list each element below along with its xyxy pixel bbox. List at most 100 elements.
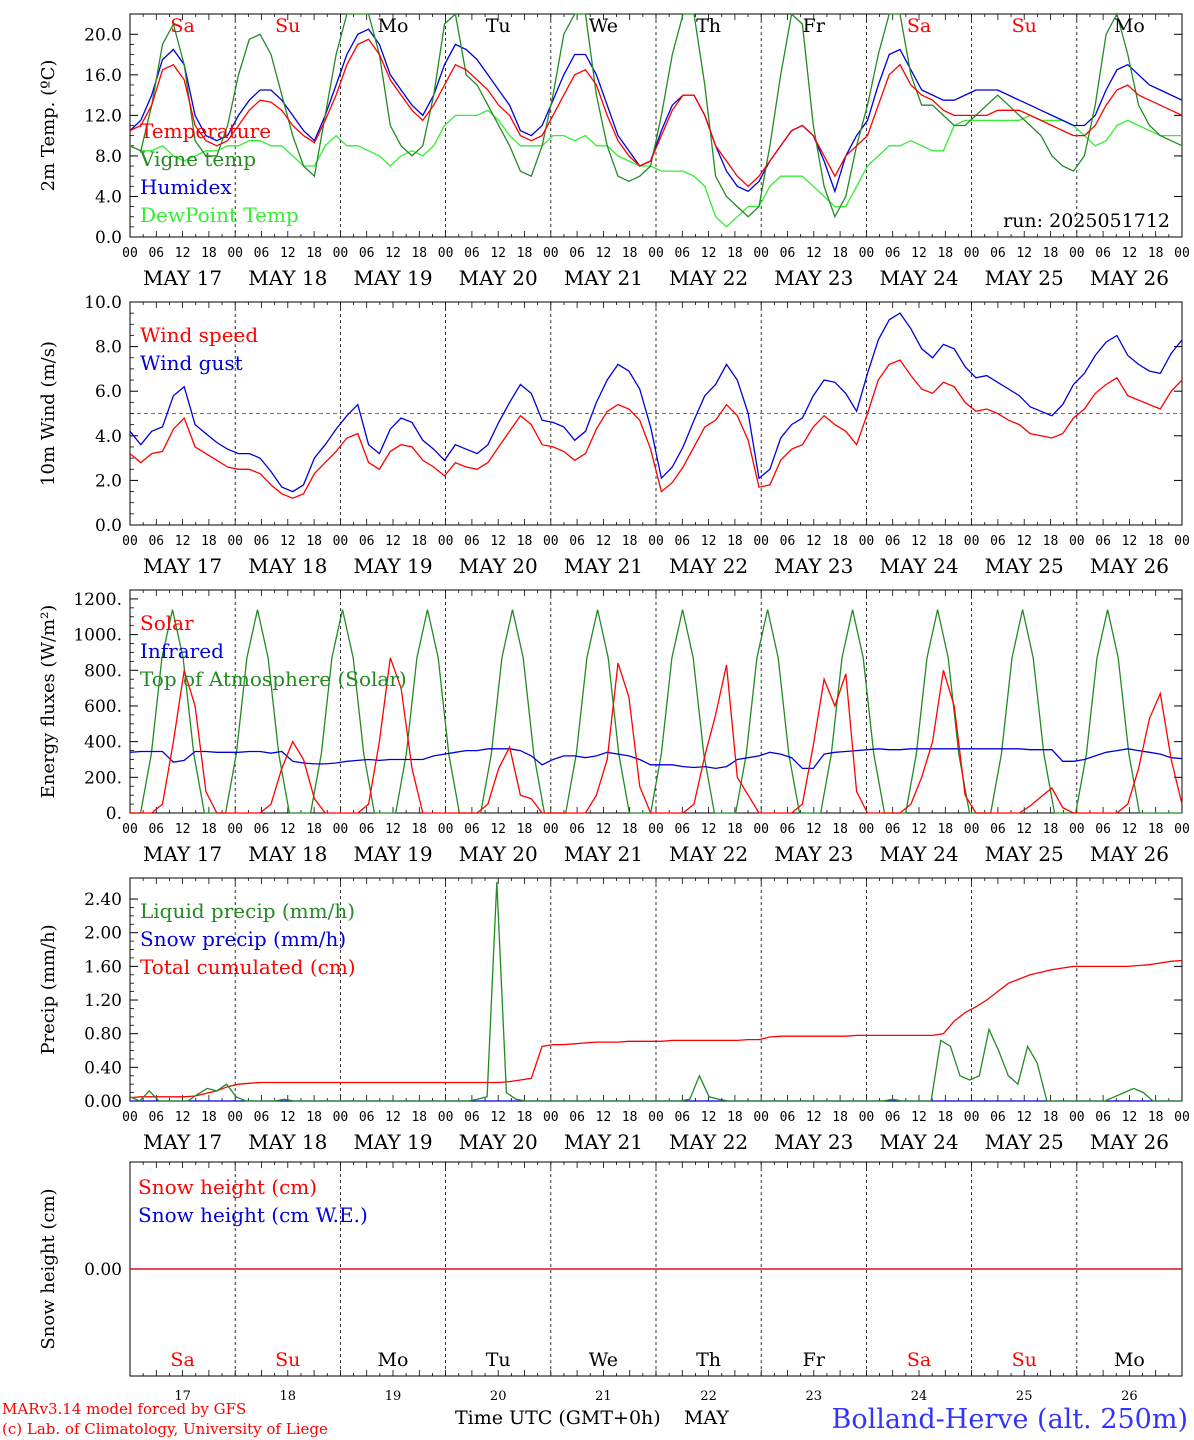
energy-hour-label: 00 <box>753 822 769 837</box>
precip-hour-label: 18 <box>727 1110 743 1125</box>
energy-hour-label: 12 <box>1122 822 1138 837</box>
snow-weekday-label: We <box>589 1349 618 1371</box>
energy-hour-label: 12 <box>596 822 612 837</box>
temp-hour-label: 12 <box>1016 246 1032 261</box>
temp-weekday-label: Tu <box>486 15 511 37</box>
wind-hour-label: 00 <box>543 534 559 549</box>
precip-hour-label: 06 <box>464 1110 480 1125</box>
wind-ytick-label: 8.0 <box>95 338 122 358</box>
precip-hour-label: 00 <box>753 1110 769 1125</box>
energy-hour-label: 00 <box>122 822 138 837</box>
temp-ytick-label: 8.0 <box>95 147 122 167</box>
energy-legend-entry: Infrared <box>140 639 224 663</box>
energy-ytick-label: 600. <box>84 697 122 717</box>
precip-hour-label: 00 <box>1174 1110 1190 1125</box>
wind-hour-label: 06 <box>254 534 270 549</box>
wind-legend-entry: Wind gust <box>140 351 243 375</box>
temp-day-label: MAY 25 <box>985 266 1064 290</box>
wind-hour-label: 12 <box>175 534 191 549</box>
precip-ylabel: Precip (mm/h) <box>38 924 59 1054</box>
energy-day-label: MAY 18 <box>248 842 327 866</box>
precip-hour-label: 18 <box>937 1110 953 1125</box>
precip-hour-label: 00 <box>438 1110 454 1125</box>
temp-hour-label: 12 <box>175 246 191 261</box>
precip-series-total-cumulated-cm <box>129 959 1183 1099</box>
snow-weekday-label: Mo <box>1114 1349 1145 1371</box>
wind-hour-label: 06 <box>780 534 796 549</box>
precip-hour-label: 06 <box>359 1110 375 1125</box>
precip-hour-label: 12 <box>490 1110 506 1125</box>
precip-hour-label: 12 <box>1122 1110 1138 1125</box>
temp-hour-label: 00 <box>964 246 980 261</box>
wind-day-label: MAY 17 <box>143 554 222 578</box>
energy-hour-label: 00 <box>333 822 349 837</box>
wind-hour-label: 12 <box>911 534 927 549</box>
energy-hour-label: 18 <box>727 822 743 837</box>
temp-hour-label: 18 <box>937 246 953 261</box>
energy-hour-label: 06 <box>464 822 480 837</box>
snow-weekday-label: Sa <box>907 1349 931 1371</box>
station-name: Bolland-Herve (alt. 250m) <box>832 1404 1188 1435</box>
wind-ytick-label: 6.0 <box>95 382 122 402</box>
precip-ytick-label: 1.20 <box>84 991 122 1011</box>
precip-hour-label: 18 <box>411 1110 427 1125</box>
temp-day-label: MAY 22 <box>669 266 748 290</box>
precip-hour-label: 12 <box>280 1110 296 1125</box>
footer-model: MARv3.14 model forced by GFS <box>2 1400 246 1418</box>
temp-hour-label: 18 <box>1148 246 1164 261</box>
temp-hour-label: 12 <box>911 246 927 261</box>
precip-day-label: MAY 22 <box>669 1130 748 1154</box>
temp-weekday-label: Mo <box>1114 15 1145 37</box>
footer-lab: (c) Lab. of Climatology, University of L… <box>2 1420 328 1438</box>
x-axis-label: Time UTC (GMT+0h) <box>455 1407 661 1429</box>
temp-hour-label: 06 <box>359 246 375 261</box>
snow-weekday-label: Su <box>275 1349 300 1371</box>
precip-ytick-label: 0.40 <box>84 1058 122 1078</box>
temp-hour-label: 00 <box>648 246 664 261</box>
precip-hour-label: 12 <box>1016 1110 1032 1125</box>
energy-hour-label: 06 <box>780 822 796 837</box>
wind-hour-label: 18 <box>727 534 743 549</box>
temp-ytick-label: 4.0 <box>95 187 122 207</box>
temp-weekday-label: Sa <box>907 15 931 37</box>
temp-hour-label: 06 <box>569 246 585 261</box>
energy-hour-label: 18 <box>306 822 322 837</box>
temp-day-label: MAY 17 <box>143 266 222 290</box>
wind-ylabel: 10m Wind (m/s) <box>38 341 59 486</box>
temp-hour-label: 06 <box>254 246 270 261</box>
precip-hour-label: 12 <box>701 1110 717 1125</box>
wind-hour-label: 18 <box>1043 534 1059 549</box>
temp-hour-label: 18 <box>832 246 848 261</box>
wind-day-label: MAY 26 <box>1090 554 1169 578</box>
temp-hour-label: 18 <box>727 246 743 261</box>
snow-day-number: 19 <box>385 1389 402 1404</box>
wind-day-label: MAY 23 <box>774 554 853 578</box>
temp-weekday-label: Su <box>1012 15 1037 37</box>
temp-day-label: MAY 24 <box>879 266 958 290</box>
energy-hour-label: 18 <box>201 822 217 837</box>
x-axis-month: MAY <box>684 1407 729 1429</box>
wind-day-label: MAY 21 <box>564 554 643 578</box>
wind-day-label: MAY 24 <box>879 554 958 578</box>
temp-hour-label: 12 <box>1122 246 1138 261</box>
wind-hour-label: 06 <box>569 534 585 549</box>
precip-hour-label: 00 <box>859 1110 875 1125</box>
precip-hour-label: 12 <box>911 1110 927 1125</box>
precip-hour-label: 12 <box>175 1110 191 1125</box>
energy-panel: 0. 200. 400. 600. 800. 1000. 1200. Energy fluxe… <box>38 589 1190 866</box>
temp-ytick-label: 16.0 <box>84 66 122 86</box>
energy-hour-label: 18 <box>1043 822 1059 837</box>
snow-ytick-label: 0.00 <box>84 1260 122 1280</box>
wind-hour-label: 00 <box>753 534 769 549</box>
temp-weekday-label: Sa <box>170 15 194 37</box>
temp-hour-label: 00 <box>1174 246 1190 261</box>
snow-day-number: 17 <box>174 1389 191 1404</box>
precip-legend-entry: Total cumulated (cm) <box>140 955 356 979</box>
wind-hour-label: 06 <box>1095 534 1111 549</box>
precip-hour-label: 18 <box>201 1110 217 1125</box>
temp-day-label: MAY 21 <box>564 266 643 290</box>
energy-ytick-label: 1000. <box>73 626 122 646</box>
snow-day-number: 21 <box>595 1389 612 1404</box>
temp-day-label: MAY 18 <box>248 266 327 290</box>
energy-series-solar <box>130 657 1183 814</box>
